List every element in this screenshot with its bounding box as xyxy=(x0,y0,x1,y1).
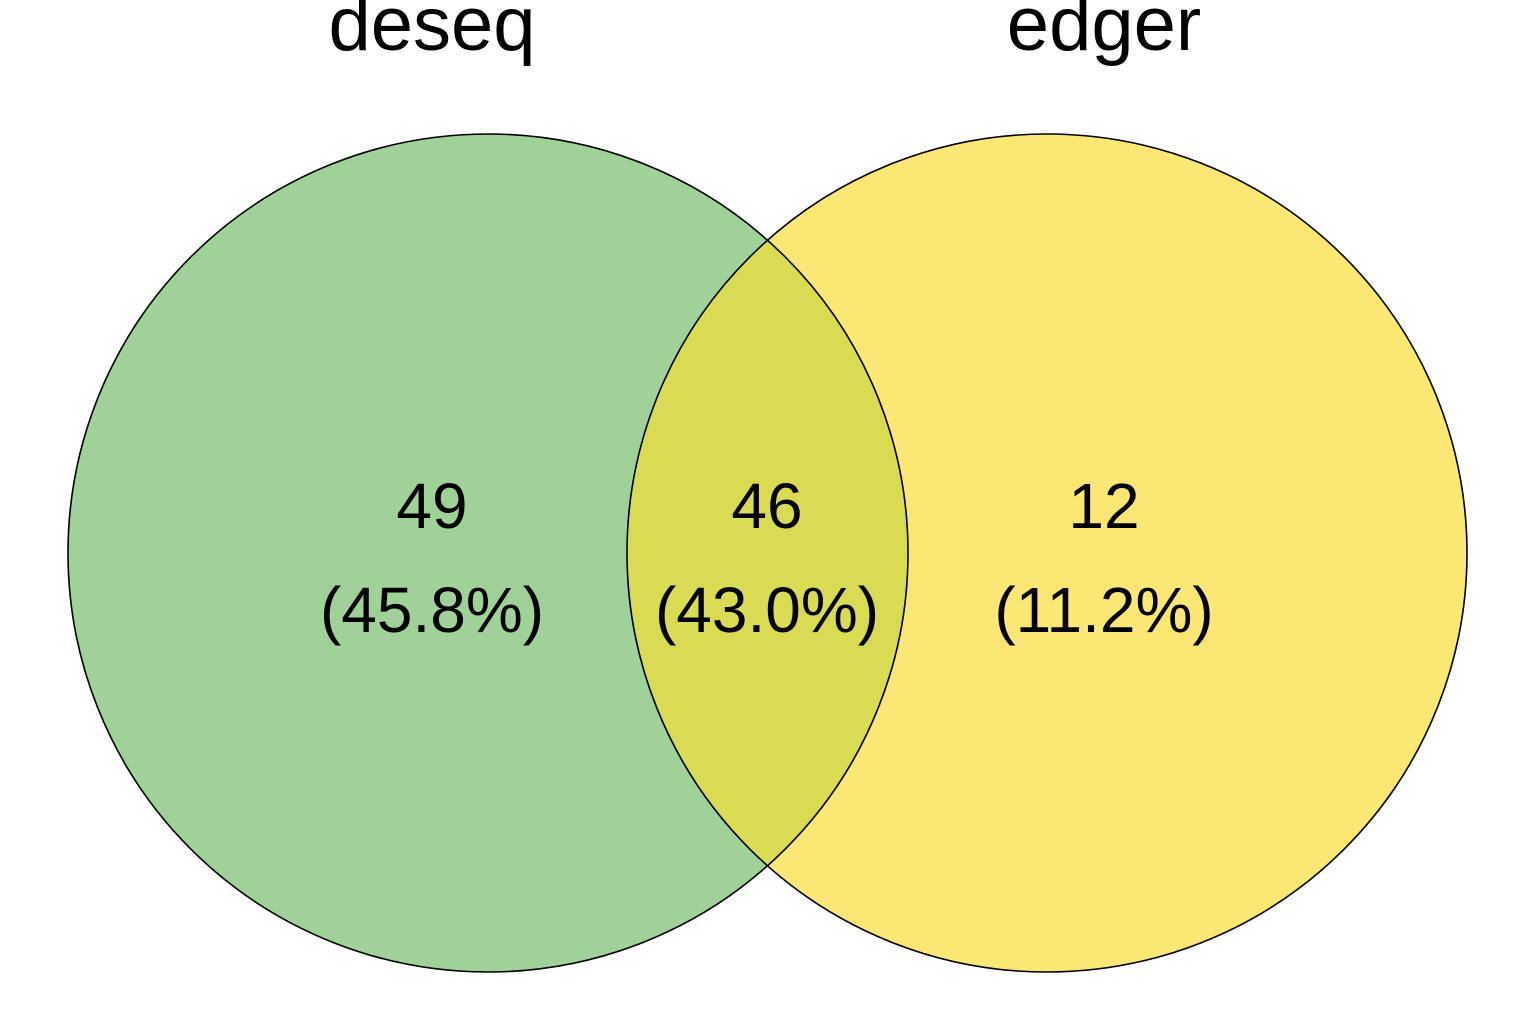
edger-only-percent: (11.2%) xyxy=(994,574,1213,646)
edger-only-count: 12 xyxy=(1068,470,1139,542)
deseq-only-count: 49 xyxy=(396,470,467,542)
intersection-region xyxy=(627,134,908,972)
deseq-only-percent: (45.8%) xyxy=(320,574,544,646)
edger-circle-outline xyxy=(626,133,1468,973)
deseq-set-label: deseq xyxy=(328,0,535,67)
intersection-percent: (43.0%) xyxy=(655,574,879,646)
edger-set-label: edger xyxy=(1007,0,1201,67)
intersection-count: 46 xyxy=(731,470,802,542)
deseq-circle-outline xyxy=(67,133,909,973)
